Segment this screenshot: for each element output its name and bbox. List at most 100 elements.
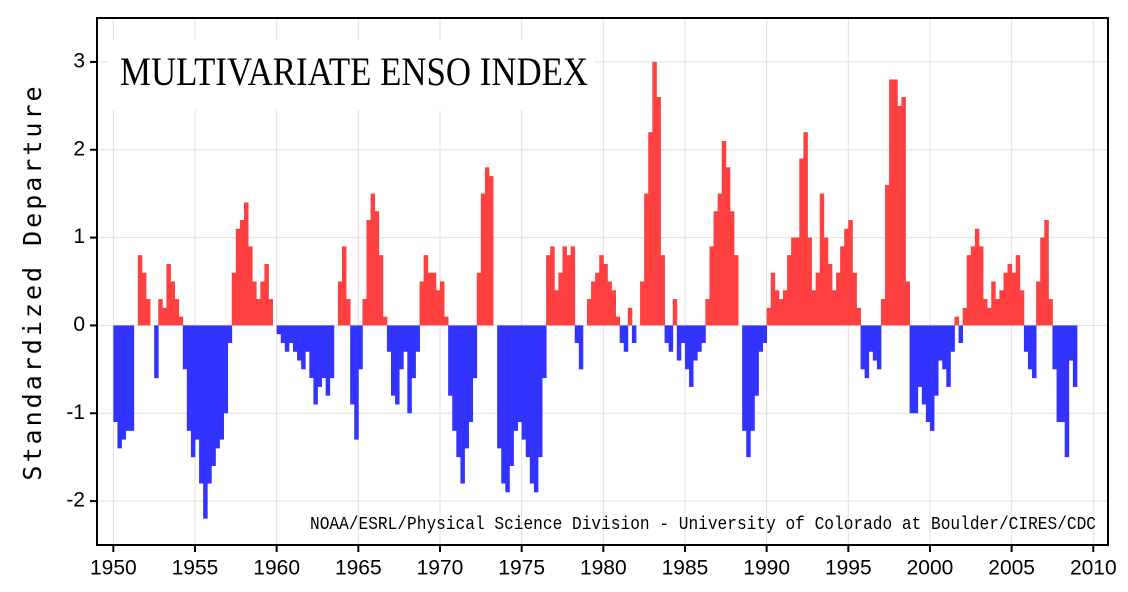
- area-segment: [974, 228, 980, 326]
- area-segment: [170, 281, 175, 326]
- area-segment: [795, 237, 800, 326]
- area-segment: [166, 263, 171, 326]
- area-segment: [1064, 325, 1070, 458]
- area-segment: [623, 325, 629, 352]
- area-segment: [264, 263, 269, 326]
- area-segment: [852, 272, 857, 326]
- area-segment: [268, 299, 273, 326]
- area-segment: [362, 299, 367, 326]
- area-segment: [901, 97, 906, 326]
- area-segment: [676, 325, 682, 361]
- y-axis-label: Standardized Departure: [18, 83, 47, 480]
- area-segment: [452, 325, 457, 431]
- area-segment: [509, 325, 514, 466]
- area-segment: [472, 325, 478, 379]
- area-segment: [309, 325, 314, 379]
- area-segment: [329, 325, 335, 379]
- area-segment: [733, 255, 739, 326]
- area-segment: [1052, 325, 1057, 370]
- area-segment: [203, 325, 208, 519]
- area-segment: [578, 325, 584, 370]
- area-segment: [774, 290, 780, 326]
- area-segment: [950, 325, 955, 352]
- x-tick-label: 1985: [662, 557, 709, 580]
- area-segment: [599, 255, 604, 326]
- area-segment: [705, 299, 710, 326]
- annotation: NOAA/ESRL/Physical Science Division - Un…: [310, 515, 1096, 535]
- area-segment: [207, 325, 212, 484]
- area-segment: [693, 325, 698, 361]
- area-segment: [129, 325, 135, 431]
- area-segment: [754, 325, 759, 396]
- x-tick-label: 2005: [988, 557, 1035, 580]
- area-segment: [141, 272, 147, 326]
- area-segment: [807, 237, 812, 326]
- y-tick-label: 2: [73, 137, 85, 160]
- area-segment: [223, 325, 229, 414]
- y-tick-label: 1: [73, 225, 85, 248]
- area-segment: [301, 325, 306, 370]
- area-segment: [680, 325, 686, 343]
- area-segment: [876, 325, 882, 370]
- area-segment: [880, 299, 886, 326]
- area-segment: [537, 325, 543, 458]
- area-segment: [297, 325, 302, 361]
- area-segment: [570, 246, 576, 326]
- area-segment: [419, 281, 425, 326]
- area-segment: [162, 307, 167, 326]
- area-segment: [1023, 325, 1029, 352]
- area-segment: [403, 325, 408, 352]
- area-segment: [962, 307, 968, 326]
- area-segment: [317, 325, 322, 387]
- area-segment: [746, 325, 751, 458]
- area-segment: [190, 325, 196, 458]
- area-segment: [566, 255, 572, 326]
- y-tick-label: -2: [66, 489, 85, 512]
- area-segment: [154, 325, 159, 379]
- area-segment: [652, 61, 657, 326]
- area-segment: [656, 97, 661, 326]
- area-segment: [235, 228, 241, 326]
- area-segment: [276, 325, 282, 335]
- area-segment: [987, 307, 992, 326]
- area-segment: [983, 299, 988, 326]
- area-segment: [464, 325, 469, 449]
- area-segment: [231, 272, 237, 326]
- area-segment: [382, 316, 388, 326]
- area-segment: [603, 263, 608, 326]
- area-segment: [456, 325, 461, 458]
- area-segment: [946, 325, 951, 387]
- area-segment: [844, 228, 849, 326]
- area-segment: [721, 140, 727, 326]
- area-segment: [468, 325, 474, 423]
- area-segment: [517, 325, 523, 423]
- area-segment: [1072, 325, 1078, 387]
- area-segment: [934, 325, 939, 396]
- area-segment: [248, 246, 253, 326]
- area-segment: [325, 325, 331, 396]
- area-segment: [435, 290, 441, 326]
- area-segment: [513, 325, 518, 431]
- area-segment: [660, 255, 665, 326]
- area-segment: [525, 325, 531, 458]
- area-segment: [627, 307, 633, 326]
- area-segment: [591, 281, 596, 326]
- area-segment: [770, 272, 776, 326]
- area-segment: [480, 193, 486, 326]
- area-segment: [305, 325, 310, 352]
- area-segment: [1015, 255, 1021, 326]
- area-segment: [1011, 272, 1017, 326]
- area-segment: [182, 325, 188, 370]
- area-segment: [554, 290, 559, 326]
- area-segment: [823, 237, 829, 326]
- area-segment: [958, 325, 964, 343]
- area-segment: [546, 255, 551, 326]
- area-segment: [1044, 220, 1049, 326]
- chart-title: MULTIVARIATE ENSO INDEX: [120, 49, 588, 94]
- area-segment: [689, 325, 694, 387]
- area-segment: [260, 281, 265, 326]
- area-segment: [778, 299, 784, 326]
- area-segment: [1007, 263, 1013, 326]
- area-segment: [194, 325, 200, 440]
